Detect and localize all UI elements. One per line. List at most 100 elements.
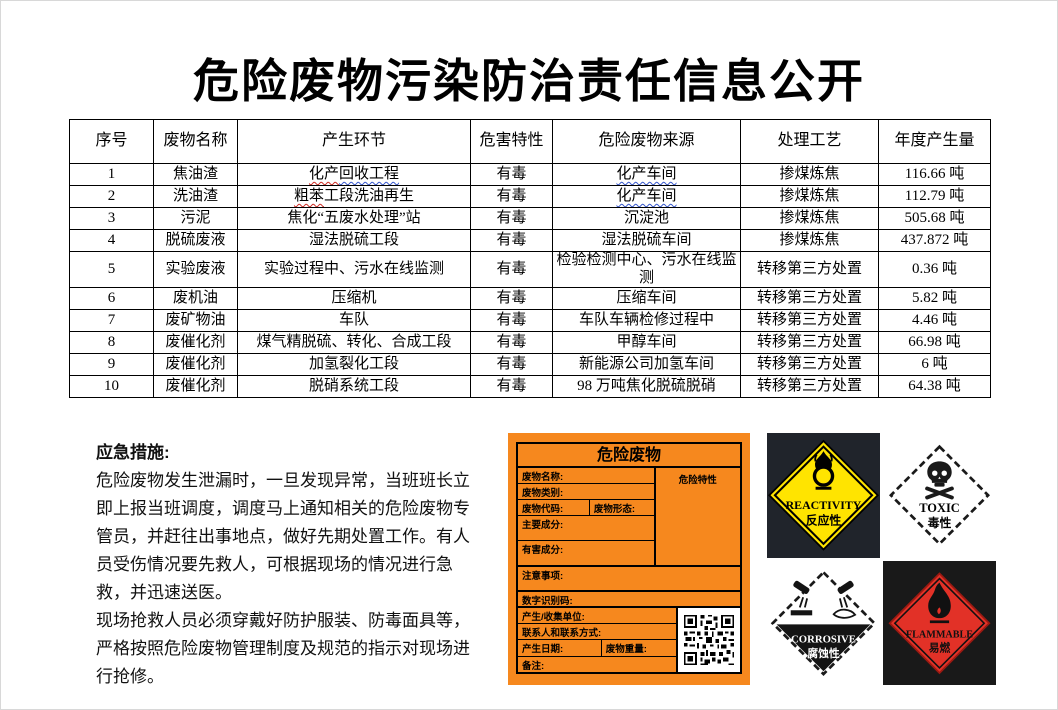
cell-stage: 焦化“五废水处理”站 [237,207,471,230]
placard-flammable: FLAMMABLE 易燃 [883,560,996,685]
page-title: 危险废物污染防治责任信息公开 [193,54,865,108]
hazardous-waste-label: 危险废物 废物名称: 废物类别: 废物代码: 废物形态: 主要成分: 有害成分:… [508,433,750,685]
flame-icon [928,582,951,623]
cell-no: 1 [69,163,154,186]
emergency-paragraph-2: 现场抢救人员必须穿戴好防护服装、防毒面具等，严格按照危险废物管理制度及规范的指示… [96,611,470,686]
cell-process: 转移第三方处置 [740,353,879,376]
col-header-stage: 产生环节 [237,119,471,164]
label-bottom-section: 产生/收集单位: 联系人和联系方式: 产生日期: 废物重量: 备注: [518,608,740,672]
table-row: 1 焦油渣 化产回收工程 有毒 化产车间 掺煤炼焦 116.66 吨 [69,163,991,186]
cell-process: 掺煤炼焦 [740,207,879,230]
label-field-unit: 产生/收集单位: [518,608,676,624]
cell-process: 掺煤炼焦 [740,229,879,252]
flammable-placard-graphic: FLAMMABLE 易燃 [888,571,991,674]
cell-amount: 116.66 吨 [878,163,991,186]
waste-responsibility-table: 序号 废物名称 产生环节 危害特性 危险废物来源 处理工艺 年度产生量 1 焦油… [69,119,991,398]
cell-name: 废机油 [153,287,238,310]
cell-source: 检验检测中心、污水在线监测 [552,251,741,288]
table-row: 6 废机油 压缩机 有毒 压缩车间 转移第三方处置 5.82 吨 [69,287,991,310]
cell-source: 湿法脱硫车间 [552,229,741,252]
cell-stage: 化产回收工程 [237,163,471,186]
cell-source: 甲醇车间 [552,331,741,354]
label-field-waste-code: 废物代码: [518,500,590,515]
table-header-row: 序号 废物名称 产生环节 危害特性 危险废物来源 处理工艺 年度产生量 [69,119,991,164]
label-row-code-form: 废物代码: 废物形态: [518,500,654,516]
cell-hazard: 有毒 [470,309,553,332]
label-main-section: 废物名称: 废物类别: 废物代码: 废物形态: 主要成分: 有害成分: 危险特性 [518,468,740,568]
emergency-heading: 应急措施: [96,443,170,462]
qr-code [682,613,736,667]
corrosive-placard-graphic: CORROSIVE 腐蚀性 [770,569,877,676]
placard-reactivity: REACTIVITY 反应性 [767,433,880,558]
label-field-date: 产生日期: [518,640,602,656]
cell-no: 8 [69,331,154,354]
col-header-process: 处理工艺 [740,119,879,164]
cell-process: 转移第三方处置 [740,251,879,288]
label-hazard-trait: 危险特性 [678,475,717,486]
cell-name: 废矿物油 [153,309,238,332]
qr-box [676,608,740,672]
cell-process: 转移第三方处置 [740,375,879,398]
col-header-amount: 年度产生量 [878,119,991,164]
cell-hazard: 有毒 [470,251,553,288]
label-bottom-fields: 产生/收集单位: 联系人和联系方式: 产生日期: 废物重量: 备注: [518,608,676,672]
cell-no: 7 [69,309,154,332]
cell-process: 转移第三方处置 [740,331,879,354]
cell-no: 5 [69,251,154,288]
cell-name: 废催化剂 [153,331,238,354]
label-frame: 危险废物 废物名称: 废物类别: 废物代码: 废物形态: 主要成分: 有害成分:… [516,442,742,674]
placard-text-zh: 易燃 [929,641,951,654]
cell-name: 脱硫废液 [153,229,238,252]
cell-name: 污泥 [153,207,238,230]
cell-source: 沉淀池 [552,207,741,230]
cell-stage: 车队 [237,309,471,332]
cell-amount: 5.82 吨 [878,287,991,310]
label-fields-column: 废物名称: 废物类别: 废物代码: 废物形态: 主要成分: 有害成分: [518,468,656,566]
cell-amount: 6 吨 [878,353,991,376]
placard-text-zh: 反应性 [806,514,842,528]
cell-process: 转移第三方处置 [740,309,879,332]
cell-name: 焦油渣 [153,163,238,186]
toxic-placard-graphic: TOXIC 毒性 [888,444,991,546]
placard-toxic: TOXIC 毒性 [883,433,996,558]
label-field-weight: 废物重量: [605,644,647,655]
placard-text-en: CORROSIVE [791,633,856,645]
label-title: 危险废物 [518,444,740,468]
cell-no: 3 [69,207,154,230]
label-row-date-weight: 产生日期: 废物重量: [518,640,676,657]
cell-source: 化产车间 [552,185,741,208]
table-row: 10 废催化剂 脱硝系统工段 有毒 98 万吨焦化脱硫脱硝 转移第三方处置 64… [69,375,991,398]
cell-hazard: 有毒 [470,207,553,230]
cell-hazard: 有毒 [470,331,553,354]
table-row: 7 废矿物油 车队 有毒 车队车辆检修过程中 转移第三方处置 4.46 吨 [69,309,991,332]
cell-name: 洗油渣 [153,185,238,208]
cell-hazard: 有毒 [470,287,553,310]
cell-source: 车队车辆检修过程中 [552,309,741,332]
cell-no: 6 [69,287,154,310]
placard-text-zh: 腐蚀性 [807,647,839,660]
cell-name: 废催化剂 [153,375,238,398]
col-header-hazard: 危害特性 [470,119,553,164]
table-row: 5 实验废液 实验过程中、污水在线监测 有毒 检验检测中心、污水在线监测 转移第… [69,251,991,288]
placard-text-zh: 毒性 [928,516,952,530]
label-field-digital-id: 数字识别码: [518,592,740,608]
cell-name: 实验废液 [153,251,238,288]
label-field-waste-name: 废物名称: [518,468,654,484]
cell-process: 掺煤炼焦 [740,163,879,186]
label-field-contact: 联系人和联系方式: [518,624,676,640]
cell-stage: 粗苯工段洗油再生 [237,185,471,208]
label-field-harmful-components: 有害成分: [522,545,564,556]
cell-amount: 66.98 吨 [878,331,991,354]
cell-no: 10 [69,375,154,398]
cell-amount: 0.36 吨 [878,251,991,288]
cell-stage: 脱硝系统工段 [237,375,471,398]
label-field-main-components: 主要成分: [518,516,654,541]
cell-no: 9 [69,353,154,376]
reactivity-placard-graphic: REACTIVITY 反应性 [767,439,880,551]
col-header-source: 危险废物来源 [552,119,741,164]
table-row: 2 洗油渣 粗苯工段洗油再生 有毒 化产车间 掺煤炼焦 112.79 吨 [69,185,991,208]
cell-hazard: 有毒 [470,229,553,252]
cell-stage: 煤气精脱硫、转化、合成工段 [237,331,471,354]
label-field-notes: 注意事项: [518,567,740,592]
